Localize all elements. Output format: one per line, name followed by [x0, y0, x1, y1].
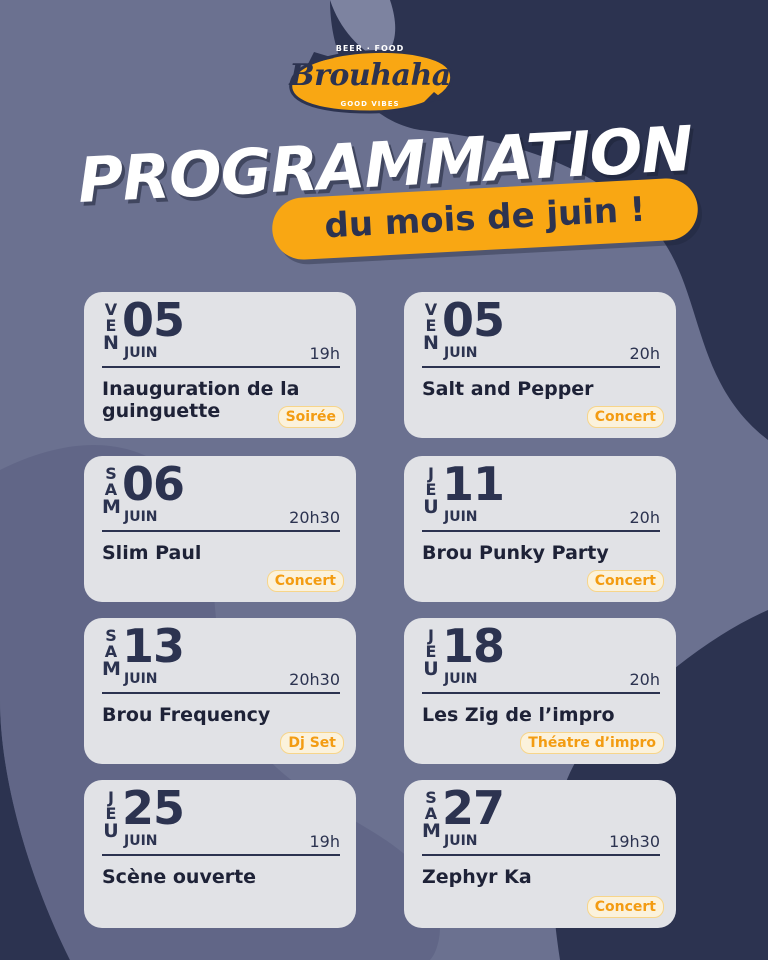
event-month: JUIN — [444, 833, 478, 849]
event-divider — [102, 854, 340, 856]
event-category-badge: Dj Set — [280, 732, 344, 754]
event-card: J E U 11 JUIN 20h Brou Punky Party Concert — [404, 456, 676, 602]
event-card: V E N 05 JUIN 19h Inauguration de la guinguett… — [84, 292, 356, 438]
event-month: JUIN — [444, 671, 478, 687]
event-category-badge: Concert — [586, 570, 664, 592]
event-date: 06 — [122, 457, 185, 511]
event-date: 13 — [122, 619, 185, 673]
day-letter: E — [105, 804, 117, 823]
day-letter: N — [423, 332, 439, 354]
event-title: Zephyr Ka — [422, 866, 532, 888]
event-month: JUIN — [124, 671, 158, 687]
day-letter: U — [103, 820, 119, 842]
day-letter: M — [102, 658, 121, 680]
day-letter: A — [104, 642, 118, 661]
event-time: 20h — [629, 508, 661, 527]
event-category-badge: Soirée — [277, 406, 344, 428]
event-title: Salt and Pepper — [422, 378, 594, 400]
event-card: S A M 13 JUIN 20h30 Brou Frequency Dj Set — [84, 618, 356, 764]
event-card: J E U 18 JUIN 20h Les Zig de l’impro Théatre d’… — [404, 618, 676, 764]
event-date: 11 — [442, 457, 505, 511]
event-title: Inauguration de la guinguette — [102, 378, 300, 422]
event-title: Les Zig de l’impro — [422, 704, 615, 726]
day-letter: A — [424, 804, 438, 823]
event-date: 05 — [122, 293, 185, 347]
day-letter: U — [423, 496, 439, 518]
day-letter: E — [425, 642, 437, 661]
event-category-badge: Concert — [266, 570, 344, 592]
event-date: 27 — [442, 781, 505, 835]
event-month: JUIN — [124, 345, 158, 361]
event-category-badge: Concert — [586, 406, 664, 428]
logo-wordmark: Brouhaha — [289, 58, 451, 93]
day-letter: S — [425, 788, 437, 807]
event-category-badge: Théatre d’impro — [520, 732, 664, 754]
event-date: 25 — [122, 781, 185, 835]
event-date: 05 — [442, 293, 505, 347]
event-divider — [422, 530, 660, 532]
event-title: Scène ouverte — [102, 866, 257, 888]
day-letter: E — [425, 316, 437, 335]
event-divider — [102, 692, 340, 694]
day-letter: U — [423, 658, 439, 680]
day-letter: J — [428, 464, 434, 483]
event-divider — [422, 854, 660, 856]
day-letter: V — [424, 300, 438, 319]
event-divider — [102, 530, 340, 532]
day-letter: S — [105, 464, 117, 483]
event-time: 20h — [629, 670, 661, 689]
event-category-badge: Concert — [586, 896, 664, 918]
event-card: S A M 06 JUIN 20h30 Slim Paul Concert — [84, 456, 356, 602]
brouhaha-logo: BEER · FOOD Brouhaha GOOD VIBES — [284, 40, 456, 116]
day-letter: J — [108, 788, 114, 807]
day-letter: E — [105, 316, 117, 335]
day-letter: J — [428, 626, 434, 645]
event-time: 19h — [309, 832, 341, 851]
event-month: JUIN — [444, 345, 478, 361]
event-time: 19h30 — [609, 832, 660, 851]
logo-badge-shape — [289, 50, 454, 114]
event-time: 19h — [309, 344, 341, 363]
day-letter: M — [422, 820, 441, 842]
day-letter: A — [104, 480, 118, 499]
day-letter: E — [425, 480, 437, 499]
event-title: Brou Punky Party — [422, 542, 609, 564]
event-title: Slim Paul — [102, 542, 202, 564]
event-divider — [102, 366, 340, 368]
event-divider — [422, 366, 660, 368]
day-letter: M — [102, 496, 121, 518]
logo-bottom-text: GOOD VIBES — [340, 100, 400, 108]
day-letter: V — [104, 300, 118, 319]
event-divider — [422, 692, 660, 694]
event-title: Brou Frequency — [102, 704, 271, 726]
event-card: V E N 05 JUIN 20h Salt and Pepper Concert — [404, 292, 676, 438]
event-time: 20h30 — [289, 670, 340, 689]
day-letter: S — [105, 626, 117, 645]
event-time: 20h30 — [289, 508, 340, 527]
event-card: S A M 27 JUIN 19h30 Zephyr Ka Concert — [404, 780, 676, 928]
day-letter: N — [103, 332, 119, 354]
event-month: JUIN — [124, 833, 158, 849]
event-month: JUIN — [124, 509, 158, 525]
event-time: 20h — [629, 344, 661, 363]
event-month: JUIN — [444, 509, 478, 525]
event-card: J E U 25 JUIN 19h Scène ouverte — [84, 780, 356, 928]
page-subtitle: du mois de juin ! — [323, 189, 647, 247]
event-date: 18 — [442, 619, 505, 673]
logo-top-text: BEER · FOOD — [335, 44, 405, 53]
